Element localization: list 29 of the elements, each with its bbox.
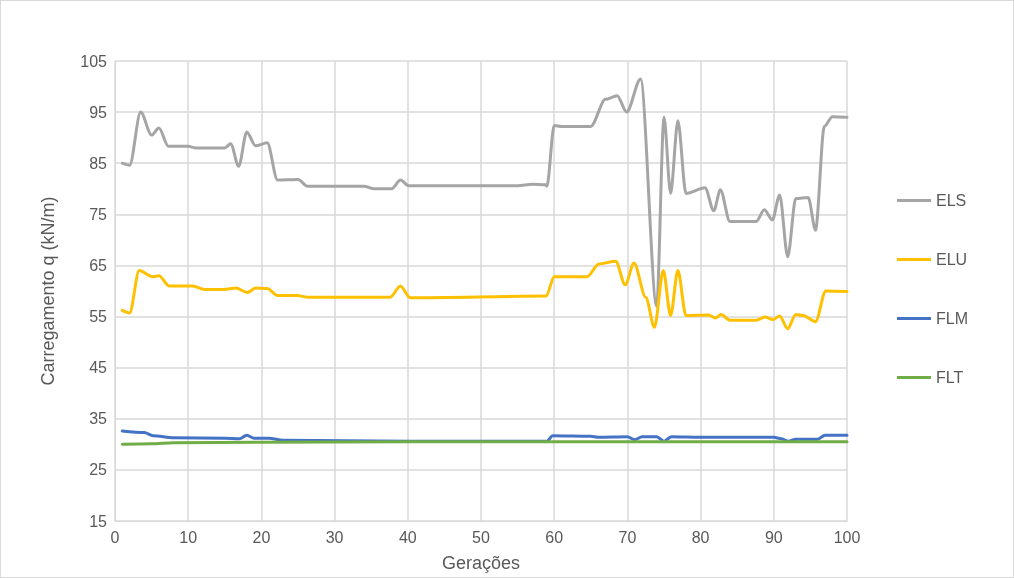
line-series (120, 77, 849, 308)
x-tick-label: 50 (472, 528, 490, 546)
y-tick-label: 105 (80, 52, 108, 70)
x-tick-label: 80 (691, 528, 710, 546)
x-tick-label: 0 (110, 528, 120, 546)
x-tick-label: 70 (618, 528, 637, 546)
y-tick-label: 15 (89, 512, 108, 530)
x-tick-label: 40 (398, 528, 417, 546)
y-tick-label: 95 (89, 103, 108, 121)
y-tick-label: 55 (89, 308, 108, 326)
x-tick-label: 20 (252, 528, 271, 546)
line-series (120, 259, 849, 331)
y-tick-label: 85 (89, 154, 108, 172)
x-axis-title: Gerações (441, 553, 521, 573)
legend-label: ELS (936, 192, 967, 209)
x-tick-label: 90 (764, 528, 783, 546)
x-tick-label: 60 (545, 528, 564, 546)
y-axis-title: Carregamento q (kN/m) (38, 196, 58, 386)
x-tick-label: 30 (325, 528, 344, 546)
y-tick-label: 25 (89, 461, 108, 479)
legend-label: ELU (936, 251, 968, 268)
y-tick-label: 35 (89, 410, 108, 428)
legend-label: FLT (936, 369, 964, 386)
x-tick-label: 100 (833, 528, 861, 546)
legend-label: FLM (936, 310, 968, 327)
y-tick-label: 65 (89, 256, 108, 274)
y-tick-label: 45 (89, 359, 108, 377)
y-tick-label: 75 (89, 205, 108, 223)
x-tick-label: 10 (179, 528, 198, 546)
